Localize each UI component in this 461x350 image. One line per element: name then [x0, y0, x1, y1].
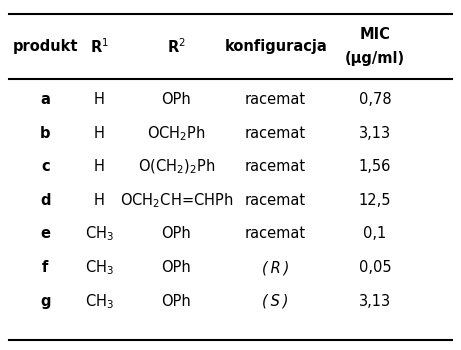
Text: (μg/ml): (μg/ml): [345, 51, 405, 66]
Text: CH$_3$: CH$_3$: [85, 292, 114, 310]
Text: H: H: [94, 159, 105, 174]
Text: konfiguracja: konfiguracja: [225, 39, 327, 54]
Text: ( S ): ( S ): [262, 294, 289, 309]
Text: R$^1$: R$^1$: [90, 37, 109, 56]
Text: O(CH$_2$)$_2$Ph: O(CH$_2$)$_2$Ph: [138, 158, 215, 176]
Text: H: H: [94, 193, 105, 208]
Text: c: c: [41, 159, 50, 174]
Text: e: e: [40, 226, 50, 242]
Text: OCH$_2$Ph: OCH$_2$Ph: [147, 124, 206, 142]
Text: racemat: racemat: [245, 226, 306, 242]
Text: R$^2$: R$^2$: [167, 37, 186, 56]
Text: f: f: [42, 260, 48, 275]
Text: racemat: racemat: [245, 126, 306, 141]
Text: d: d: [40, 193, 51, 208]
Text: 0,05: 0,05: [359, 260, 391, 275]
Text: racemat: racemat: [245, 193, 306, 208]
Text: 3,13: 3,13: [359, 294, 391, 309]
Text: produkt: produkt: [12, 39, 78, 54]
Text: 3,13: 3,13: [359, 126, 391, 141]
Text: b: b: [40, 126, 51, 141]
Text: H: H: [94, 126, 105, 141]
Text: 1,56: 1,56: [359, 159, 391, 174]
Text: OPh: OPh: [161, 260, 191, 275]
Text: 0,78: 0,78: [359, 92, 391, 107]
Text: CH$_3$: CH$_3$: [85, 258, 114, 277]
Text: racemat: racemat: [245, 159, 306, 174]
Text: OPh: OPh: [161, 294, 191, 309]
Text: OCH$_2$CH=CHPh: OCH$_2$CH=CHPh: [119, 191, 233, 210]
Text: CH$_3$: CH$_3$: [85, 225, 114, 243]
Text: g: g: [40, 294, 51, 309]
Text: H: H: [94, 92, 105, 107]
Text: a: a: [40, 92, 50, 107]
Text: 0,1: 0,1: [363, 226, 387, 242]
Text: 12,5: 12,5: [359, 193, 391, 208]
Text: racemat: racemat: [245, 92, 306, 107]
Text: OPh: OPh: [161, 92, 191, 107]
Text: ( R ): ( R ): [262, 260, 290, 275]
Text: MIC: MIC: [360, 27, 390, 42]
Text: OPh: OPh: [161, 226, 191, 242]
